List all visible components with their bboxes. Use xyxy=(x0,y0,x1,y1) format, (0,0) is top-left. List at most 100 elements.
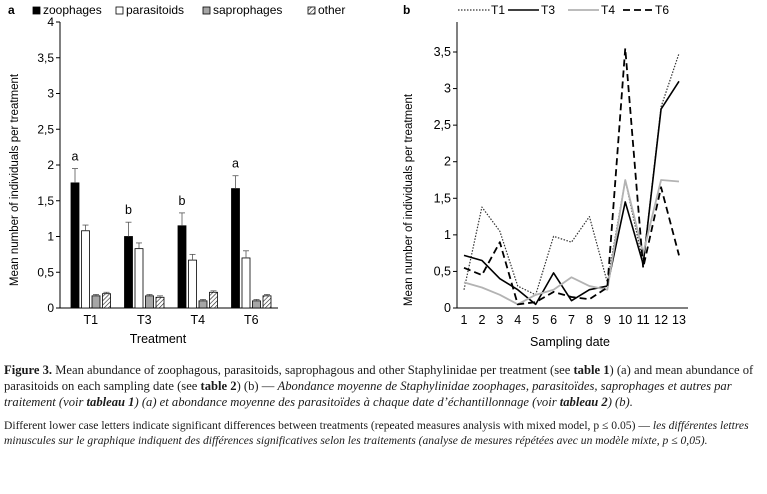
x-tick-label: T3 xyxy=(137,313,152,327)
legend-label-other: other xyxy=(318,3,345,17)
chart-b-y-ticks: 0 0,5 1 1,5 2 2,5 3 3,5 xyxy=(434,45,457,315)
chart-a-y-label: Mean number of individuals per treatment xyxy=(9,73,21,286)
y-tick-label: 2 xyxy=(47,158,54,172)
bar-saprophages xyxy=(91,295,101,309)
y-tick-label: 1,5 xyxy=(37,194,54,208)
caption-note-french: les différentes lettres minuscules sur l… xyxy=(4,419,749,447)
series-line-T3 xyxy=(463,80,680,306)
y-tick-label: 3 xyxy=(444,82,451,96)
x-tick-label: 11 xyxy=(637,313,650,327)
chart-a-y-ticks: 0 0,5 1 1,5 2 2,5 3 3,5 4 xyxy=(37,15,60,315)
bar-other xyxy=(155,296,165,309)
chart-a-x-label: Treatment xyxy=(130,332,187,346)
caption-text: ) (a) and mean abundance of parasitoids … xyxy=(4,363,754,393)
x-tick-label: 10 xyxy=(618,313,632,327)
y-tick-label: 1 xyxy=(47,230,54,244)
y-tick-label: 0,5 xyxy=(434,264,451,278)
panel-b-label: b xyxy=(403,3,410,17)
x-tick-label: 6 xyxy=(550,313,557,327)
y-tick-label: 0,5 xyxy=(37,265,54,279)
x-tick-label: 1 xyxy=(461,313,468,327)
y-tick-label: 3,5 xyxy=(434,45,451,59)
caption-table-ref: table 2 xyxy=(200,379,237,393)
caption-french-text: Abondance moyenne de Staphylinidae zooph… xyxy=(4,379,732,409)
x-tick-label: 13 xyxy=(672,313,686,327)
bar-zoophages xyxy=(177,225,187,309)
legend-label-parasitoids: parasitoids xyxy=(126,3,184,17)
legend-label-T1: T1 xyxy=(491,3,505,17)
bar-saprophages xyxy=(198,300,208,309)
legend-swatch-parasitoids xyxy=(115,6,124,15)
y-tick-label: 2,5 xyxy=(434,118,451,132)
significance-letter: b xyxy=(179,194,186,208)
chart-a: a zoophages parasitoids saprophages othe… xyxy=(8,3,345,346)
bar-parasitoids xyxy=(241,257,251,309)
y-tick-label: 1,5 xyxy=(434,191,451,205)
y-tick-label: 1 xyxy=(444,228,451,242)
significance-letter: a xyxy=(232,157,239,171)
y-tick-label: 0 xyxy=(444,301,451,315)
legend-swatch-other xyxy=(307,6,316,15)
chart-b-legend: T1 T3 T4 T6 xyxy=(458,3,669,17)
figure-caption: Figure 3. Mean abundance of zoophagous, … xyxy=(4,362,762,448)
legend-label-zoophages: zoophages xyxy=(43,3,102,17)
x-tick-label: 9 xyxy=(604,313,611,327)
chart-a-significance-letters: a b b a xyxy=(72,150,240,218)
bar-saprophages xyxy=(145,295,154,309)
caption-french-text: ) (a) et abondance moyenne des parasitoï… xyxy=(134,395,560,409)
chart-a-x-ticks: T1 T3 T4 T6 xyxy=(83,313,258,327)
caption-text: Mean abundance of zoophagous, parasitoid… xyxy=(52,363,574,377)
y-tick-label: 0 xyxy=(47,301,54,315)
legend-label-T6: T6 xyxy=(655,3,669,17)
bar-other xyxy=(209,291,218,309)
caption-table-ref: tableau 1 xyxy=(86,395,135,409)
bar-parasitoids xyxy=(134,248,144,309)
panel-a-label: a xyxy=(8,3,15,17)
caption-note: Different lower case letters indicate si… xyxy=(4,418,762,448)
series-line-T6 xyxy=(463,47,680,306)
y-tick-label: 3,5 xyxy=(37,51,54,65)
x-tick-label: T4 xyxy=(190,313,205,327)
series-line-T4 xyxy=(463,179,680,306)
x-tick-label: 7 xyxy=(568,313,575,327)
chart-b-x-label: Sampling date xyxy=(530,335,610,349)
bar-other xyxy=(102,293,111,309)
significance-letter: a xyxy=(72,150,79,164)
bar-saprophages xyxy=(252,300,261,309)
y-tick-label: 2,5 xyxy=(37,122,54,136)
caption-table-ref: table 1 xyxy=(573,363,610,377)
y-tick-label: 3 xyxy=(47,87,54,101)
x-tick-label: T6 xyxy=(244,313,259,327)
caption-table-ref: tableau 2 xyxy=(559,395,608,409)
y-tick-label: 4 xyxy=(47,15,54,29)
bar-zoophages xyxy=(70,182,80,309)
chart-b-x-ticks: 1 2 3 4 5 6 7 8 9 10 11 12 13 xyxy=(461,313,686,327)
bar-zoophages xyxy=(124,236,133,309)
legend-swatch-zoophages xyxy=(32,6,41,15)
x-tick-label: 12 xyxy=(654,313,668,327)
caption-french-text: ) (b). xyxy=(607,395,633,409)
figure-3: a zoophages parasitoids saprophages othe… xyxy=(8,3,688,349)
chart-a-legend: zoophages parasitoids saprophages other xyxy=(32,3,345,17)
x-tick-label: 2 xyxy=(478,313,485,327)
caption-main: Figure 3. Mean abundance of zoophagous, … xyxy=(4,362,762,410)
x-tick-label: 3 xyxy=(496,313,503,327)
bar-parasitoids xyxy=(81,230,90,309)
legend-label-T4: T4 xyxy=(601,3,615,17)
chart-a-bars xyxy=(70,168,272,309)
x-tick-label: 4 xyxy=(514,313,521,327)
x-tick-label: T1 xyxy=(83,313,98,327)
caption-figure-number: Figure 3. xyxy=(4,363,53,377)
bar-zoophages xyxy=(231,188,240,309)
bar-other xyxy=(262,295,272,309)
legend-label-T3: T3 xyxy=(541,3,555,17)
legend-swatch-saprophages xyxy=(202,6,211,15)
significance-letter: b xyxy=(125,203,132,217)
caption-note-english: Different lower case letters indicate si… xyxy=(4,419,653,432)
x-tick-label: 5 xyxy=(532,313,539,327)
caption-text: ) (b) — xyxy=(236,379,278,393)
series-line-T1 xyxy=(463,53,680,296)
legend-label-saprophages: saprophages xyxy=(213,3,282,17)
chart-b-series xyxy=(463,47,680,306)
